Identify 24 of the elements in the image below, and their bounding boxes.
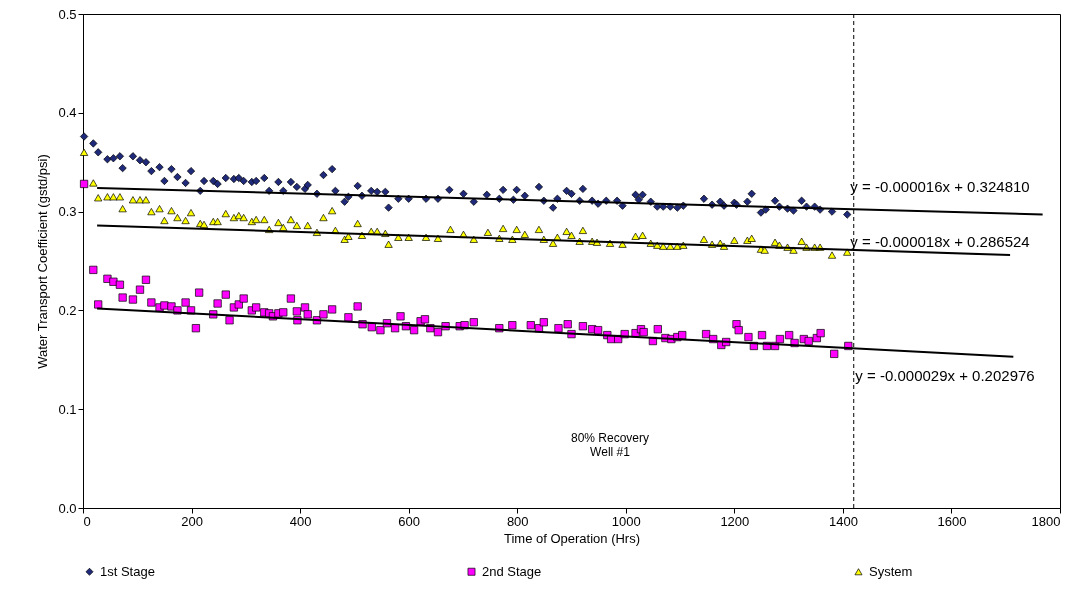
x-tick-label: 200 [181,513,203,529]
annotation: y = -0.000016x + 0.324810 [850,178,1030,195]
legend-label: System [869,563,913,579]
x-tick-label: 1000 [611,513,641,529]
y-tick-label: 0.3 [58,204,77,220]
x-axis-title: Time of Operation (Hrs) [503,530,641,546]
x-tick-label: 1800 [1031,513,1061,529]
legend-label: 1st Stage [100,563,155,579]
y-tick-label: 0.1 [58,401,77,417]
y-tick-label: 0.2 [58,302,77,318]
x-tick-label: 1600 [937,513,967,529]
x-tick-label: 600 [398,513,421,529]
y-tick-label: 0.5 [58,6,77,22]
x-tick-label: 1200 [720,513,750,529]
annotation: y = -0.000029x + 0.202976 [855,367,1035,384]
x-tick-label: 1400 [828,513,858,529]
y-tick-label: 0.0 [58,500,77,516]
x-tick-label: 0 [83,513,91,529]
y-tick-label: 0.4 [58,105,77,121]
legend-label: 2nd Stage [482,563,542,579]
y-axis-title: Water Transport Coefficient (gstd/psi) [35,154,51,369]
x-tick-label: 800 [506,513,529,529]
annotation: 80% Recovery Well #1 [570,431,650,459]
x-tick-label: 400 [289,513,312,529]
